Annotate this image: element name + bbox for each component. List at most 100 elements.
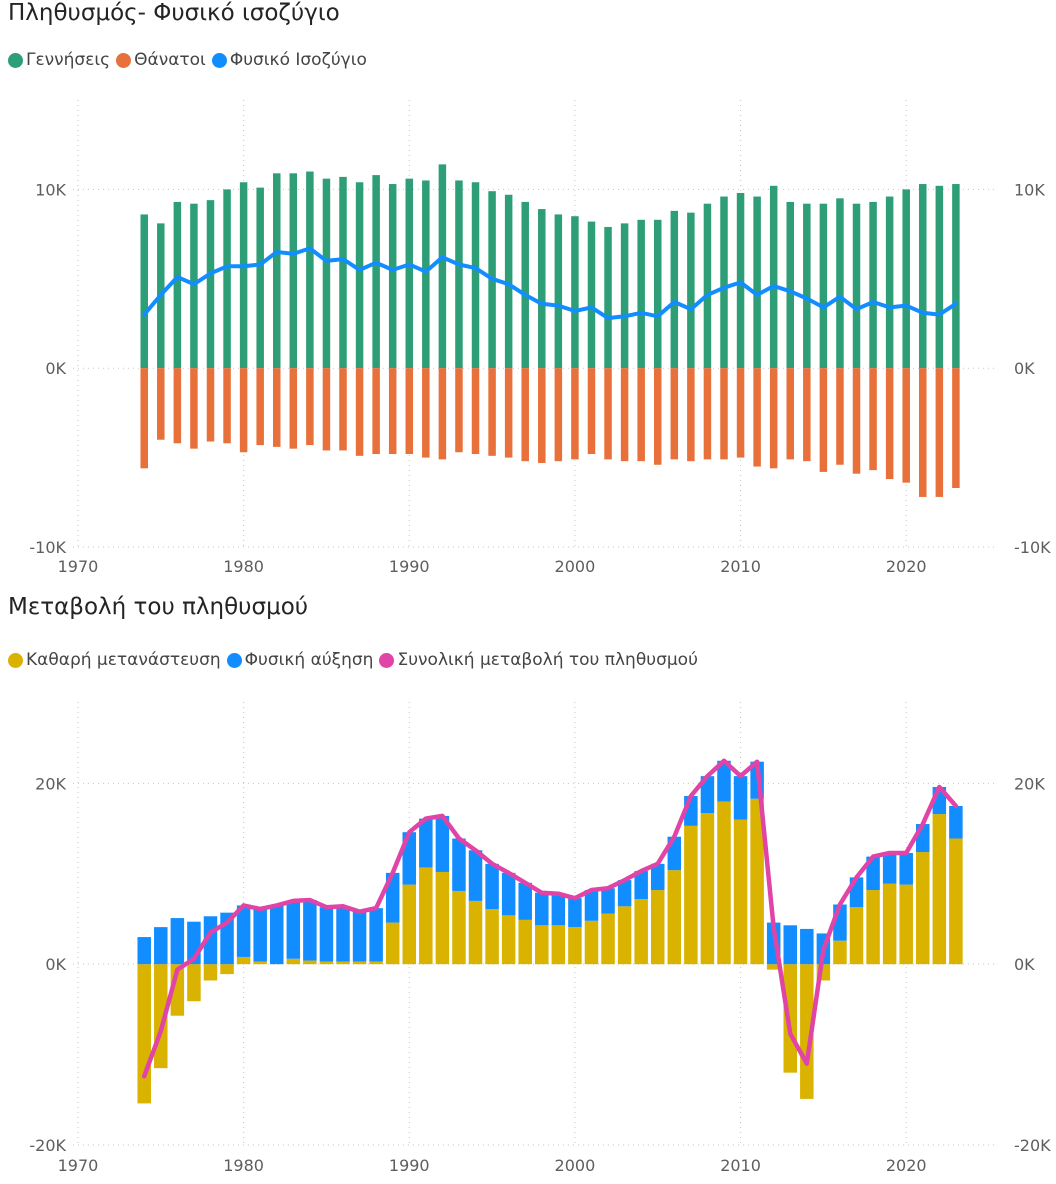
- bar-2: [521, 368, 529, 462]
- bar-1: [849, 907, 864, 965]
- y-tick-label-left: -10K: [29, 538, 66, 557]
- bar-1: [650, 890, 665, 965]
- bar-2: [568, 898, 582, 928]
- bar-2: [140, 368, 148, 469]
- bar-1: [617, 906, 632, 965]
- bar-1: [604, 226, 612, 369]
- bar-2: [468, 850, 483, 901]
- chart-population-change: Μεταβολή του πληθυσμού Καθαρή μετανάστευ…: [0, 590, 1056, 1184]
- bar-1: [750, 798, 764, 965]
- bar-2: [703, 368, 712, 460]
- bar-2: [601, 888, 615, 914]
- legend-marker: [8, 52, 23, 68]
- bar-2: [405, 368, 414, 455]
- y-tick-label-left: 0K: [45, 359, 66, 378]
- bar-1: [601, 913, 615, 965]
- bar-1: [187, 964, 201, 1002]
- legend-item-total-change[interactable]: Συνολική μεταβολή του πληθυσμού: [379, 650, 698, 670]
- legend-item-net-migration[interactable]: Καθαρή μετανάστευση: [8, 650, 221, 670]
- bar-1: [206, 200, 215, 369]
- bar-1: [584, 920, 599, 965]
- bar-1: [800, 964, 814, 1099]
- bar-2: [720, 368, 728, 460]
- legend-marker: [8, 652, 23, 668]
- bars: [137, 760, 963, 1104]
- bar-2: [485, 863, 499, 910]
- bar-1: [319, 961, 334, 965]
- bar-2: [272, 368, 281, 447]
- bar-1: [336, 961, 350, 965]
- bar-1: [435, 871, 450, 965]
- bar-1: [372, 175, 380, 369]
- bar-1: [882, 883, 897, 965]
- gridlines: [73, 702, 994, 1146]
- y-tick-label-left: 10K: [35, 180, 66, 199]
- bar-2: [700, 776, 715, 814]
- bar-2: [869, 368, 877, 471]
- x-tick-label: 2000: [555, 1156, 596, 1175]
- bar-2: [518, 882, 532, 920]
- bar-2: [852, 368, 861, 474]
- bar-1: [949, 838, 963, 965]
- bar-2: [269, 905, 284, 965]
- chart-plot-area: -10K -10K 0K 0K 10K 10K 1970 1980 1990 2000 2010 20…: [29, 100, 1051, 576]
- legend-item-natural-increase[interactable]: Φυσική αύξηση: [226, 650, 373, 670]
- bar-1: [667, 870, 682, 965]
- bar-2: [620, 368, 629, 462]
- bar-1: [388, 184, 397, 369]
- bar-1: [518, 919, 532, 965]
- chart-plot-area: -20K -20K 0K 0K 20K 20K 1970 1980 1990 2000 2010 20…: [29, 702, 1051, 1175]
- bar-1: [733, 819, 748, 965]
- bar-2: [634, 871, 648, 900]
- y-tick-label-right: 0K: [1014, 955, 1035, 974]
- bar-1: [703, 203, 712, 369]
- bar-1: [866, 890, 880, 965]
- bar-1: [339, 176, 347, 369]
- legend-label: Γεννήσεις: [26, 50, 111, 70]
- y-tick-label-right: 20K: [1014, 774, 1045, 793]
- bar-1: [634, 899, 648, 965]
- bar-1: [885, 196, 894, 369]
- bar-2: [223, 368, 231, 444]
- bar-2: [471, 368, 480, 455]
- bar-1: [140, 214, 148, 369]
- bar-2: [687, 368, 695, 462]
- bar-2: [501, 872, 516, 916]
- chart-population-natural-balance: Πληθυσμός- Φυσικό ισοζύγιο Γεννήσεις Θάν…: [0, 0, 1056, 590]
- bar-2: [239, 368, 248, 453]
- bar-2: [753, 368, 761, 467]
- bar-1: [402, 884, 417, 965]
- bar-2: [653, 368, 662, 465]
- x-tick-label: 1980: [223, 557, 264, 576]
- bar-1: [684, 825, 698, 965]
- bar-2: [369, 908, 383, 962]
- bar-1: [538, 209, 546, 369]
- bar-1: [687, 212, 695, 369]
- bar-1: [173, 201, 182, 369]
- bar-1: [289, 173, 298, 369]
- bar-1: [819, 203, 828, 369]
- bar-1: [471, 182, 480, 369]
- bar-2: [604, 368, 612, 460]
- legend-item-births[interactable]: Γεννήσεις: [8, 50, 110, 70]
- bar-1: [239, 182, 248, 369]
- bar-2: [935, 368, 944, 497]
- bar-1: [236, 956, 251, 965]
- bar-1: [272, 173, 281, 369]
- x-tick-label: 1970: [58, 557, 99, 576]
- legend-item-natural-balance[interactable]: Φυσικό Ισοζύγιο: [211, 50, 367, 70]
- bar-2: [303, 899, 317, 961]
- bar-2: [836, 368, 844, 465]
- bar-2: [882, 852, 897, 884]
- bar-2: [551, 893, 566, 926]
- bar-2: [919, 368, 927, 497]
- x-tick-label: 2010: [720, 557, 761, 576]
- bar-1: [935, 185, 944, 369]
- bar-2: [637, 368, 645, 462]
- x-tick-label: 1980: [223, 1156, 264, 1175]
- legend-item-deaths[interactable]: Θάνατοι: [116, 50, 206, 70]
- chart-title: Πληθυσμός- Φυσικό ισοζύγιο: [8, 0, 340, 26]
- bar-2: [554, 368, 563, 462]
- bar-1: [717, 801, 731, 965]
- bar-2: [717, 760, 731, 802]
